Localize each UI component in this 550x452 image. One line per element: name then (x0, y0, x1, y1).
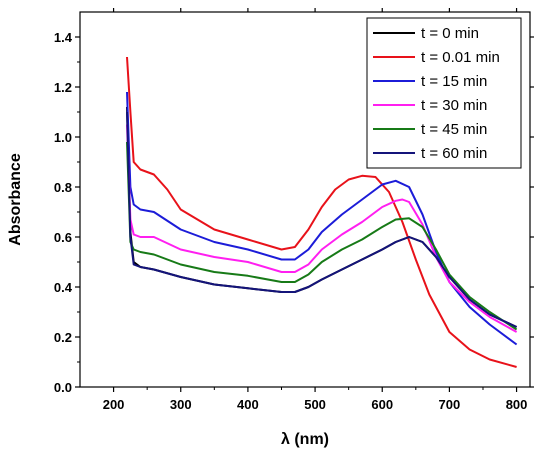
legend-box (366, 17, 522, 169)
legend-label: t = 0 min (421, 25, 479, 42)
x-tick-label: 700 (439, 397, 461, 412)
legend-label: t = 15 min (421, 73, 487, 90)
legend-label: t = 30 min (421, 97, 487, 114)
y-tick-label: 1.4 (54, 30, 73, 45)
y-tick-label: 0.2 (54, 330, 72, 345)
y-tick-label: 0.6 (54, 230, 72, 245)
x-tick-label: 600 (371, 397, 393, 412)
series-line-5 (126, 141, 518, 331)
y-tick-label: 0.0 (54, 380, 72, 395)
legend: t = 0 min t = 0.01 min t = 15 min t = 30 mi… (366, 17, 522, 169)
legend-label: t = 45 min (421, 121, 487, 138)
y-tick-label: 1.0 (54, 130, 72, 145)
x-tick-label: 400 (237, 397, 259, 412)
x-tick-label: 800 (506, 397, 528, 412)
series-lines (126, 56, 518, 368)
axes: 200 300 400 500 600 700 800 0.0 0.2 0.4 0.6 0.8 1.0 1… (54, 8, 534, 412)
x-tick-label: 300 (170, 397, 192, 412)
y-tick-label: 1.2 (54, 80, 72, 95)
x-tick-label: 500 (304, 397, 326, 412)
plot-frame (79, 11, 531, 388)
series-line-2 (126, 56, 517, 368)
y-tick-label: 0.4 (54, 280, 73, 295)
series-line-6 (126, 111, 518, 328)
y-tick-label: 0.8 (54, 180, 72, 195)
legend-label: t = 0.01 min (421, 49, 500, 66)
x-axis-title: λ (nm) (281, 431, 329, 448)
y-axis-title: Absorbance (7, 153, 24, 246)
legend-label: t = 60 min (421, 145, 487, 162)
x-tick-label: 200 (103, 397, 125, 412)
